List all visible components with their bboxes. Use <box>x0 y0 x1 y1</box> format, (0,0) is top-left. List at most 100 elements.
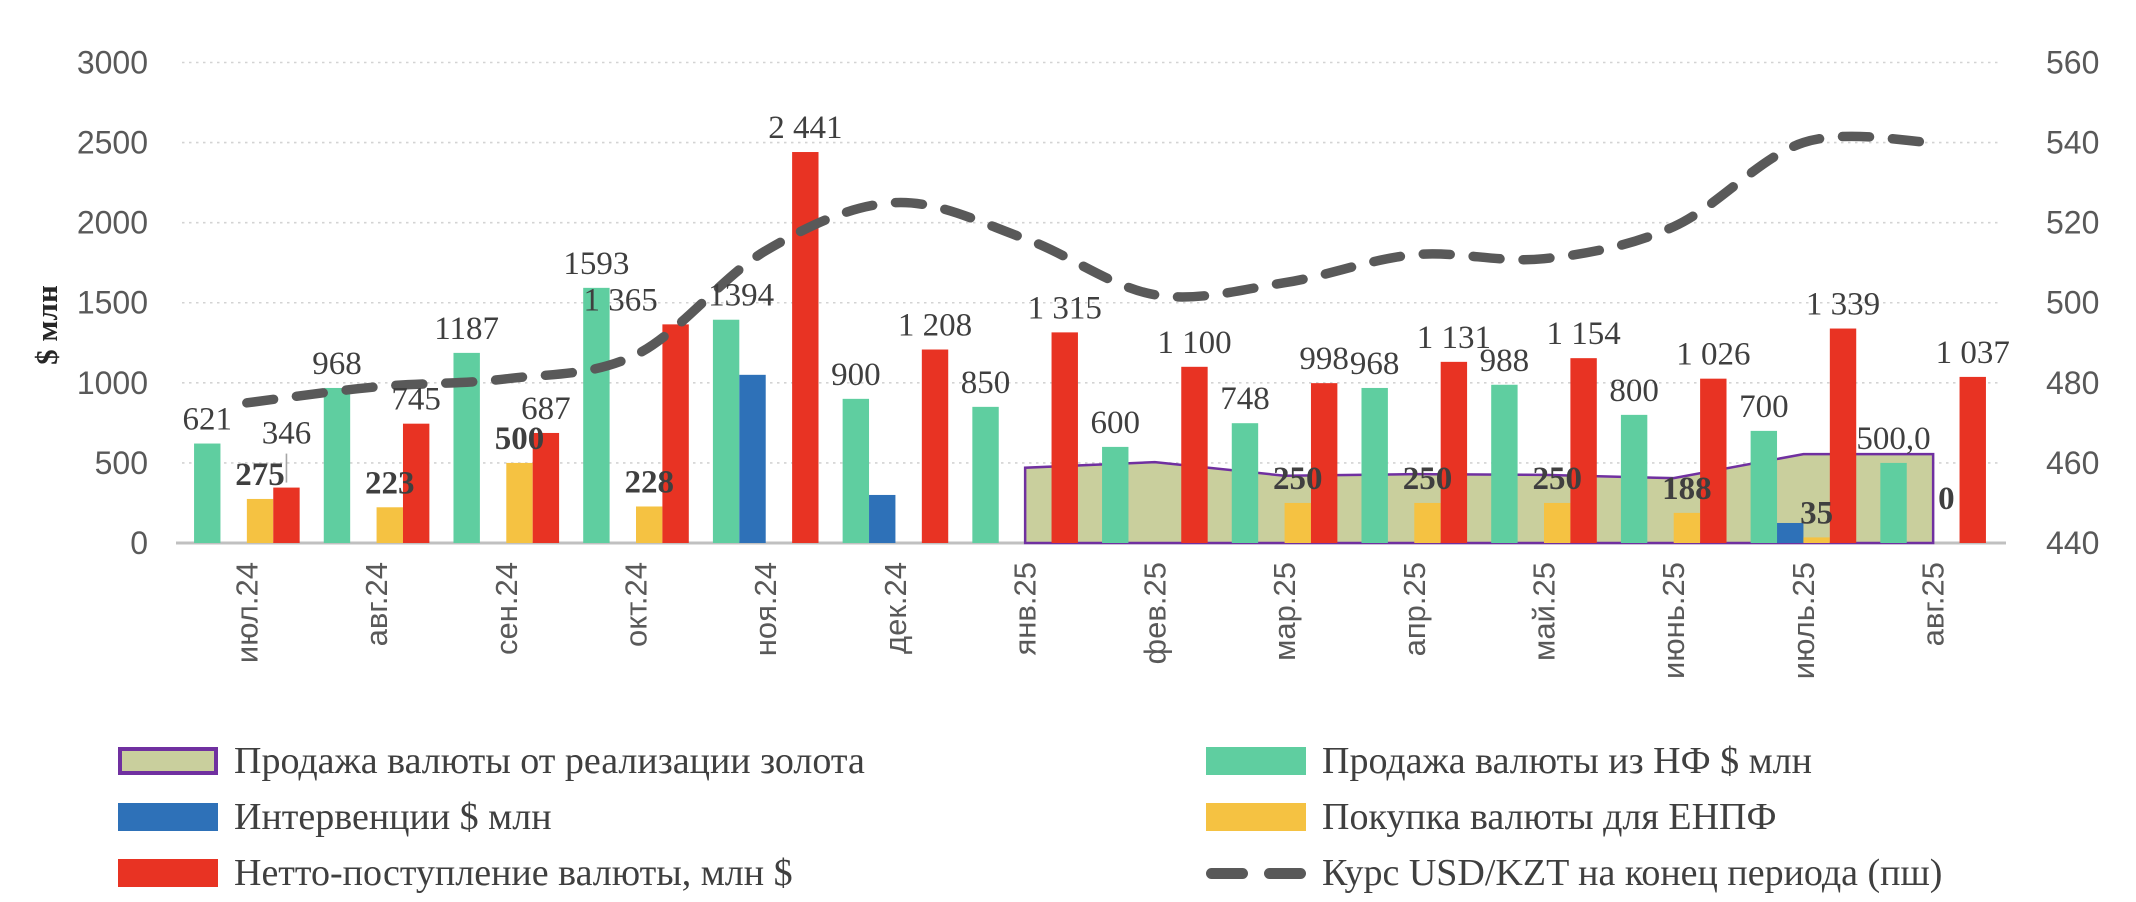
bar-enpf-апр.25 <box>1414 502 1441 543</box>
data-label-net_inflow-ноя.24: 2 441 <box>768 110 842 146</box>
bar-net_inflow-сен.24 <box>532 432 560 543</box>
bar-enpf-авг.24 <box>376 507 403 543</box>
gold-area-swatch <box>118 747 218 775</box>
bar-interventions-июль.25 <box>1777 522 1804 543</box>
bar-nf_sales-окт.24 <box>583 287 610 543</box>
x-axis-tick-май.25: май.25 <box>1527 562 1562 661</box>
bar-nf_sales-мар.25 <box>1231 423 1259 543</box>
data-label-nf_sales-июл.24: 621 <box>183 402 233 438</box>
data-label-net_inflow-июнь.25: 1 026 <box>1676 337 1750 373</box>
bar-nf_sales-фев.25 <box>1102 446 1129 543</box>
data-label-net_inflow-авг.25: 1 037 <box>1936 335 2010 371</box>
data-label-enpf-окт.24: 228 <box>624 464 674 500</box>
chart-legend: Продажа валюты от реализации золота Прод… <box>118 733 2058 901</box>
data-label-net_inflow-янв.25: 1 315 <box>1028 290 1102 326</box>
bar-net_inflow-май.25 <box>1570 358 1597 543</box>
legend-item-interventions: Интервенции $ млн <box>118 795 1206 839</box>
data-label-net_inflow-авг.24: 745 <box>391 382 441 418</box>
bar-net_inflow-июль.25 <box>1829 328 1857 543</box>
bar-net_inflow-авг.24 <box>402 423 430 543</box>
data-label-nf_sales-фев.25: 600 <box>1091 405 1141 441</box>
x-axis-tick-апр.25: апр.25 <box>1397 562 1432 656</box>
net-inflow-swatch <box>118 859 218 887</box>
bar-net_inflow-июнь.25 <box>1700 378 1727 543</box>
bar-nf_sales-июл.24 <box>194 443 221 543</box>
legend-item-usdkzt: Курс USD/KZT на конец периода (пш) <box>1206 851 2058 895</box>
right-axis-tick: 500 <box>2046 285 2099 321</box>
data-label-net_inflow-фев.25: 1 100 <box>1157 325 1231 361</box>
data-label-enpf-авг.25: 0 <box>1938 481 1955 517</box>
bar-net_inflow-янв.25 <box>1051 332 1078 543</box>
data-label-nf_sales-авг.25: 500,0 <box>1856 421 1930 457</box>
bar-nf_sales-июнь.25 <box>1620 414 1648 543</box>
bar-enpf-окт.24 <box>636 506 663 543</box>
left-axis-title: $ млн <box>29 285 64 365</box>
data-label-net_inflow-май.25: 1 154 <box>1546 316 1620 352</box>
data-label-nf_sales-дек.24: 900 <box>831 357 881 393</box>
data-label-nf_sales-авг.24: 968 <box>312 346 362 382</box>
x-axis-tick-дек.24: дек.24 <box>878 562 913 654</box>
bar-interventions-ноя.24 <box>739 374 766 543</box>
interventions-swatch <box>118 803 218 831</box>
data-label-enpf-сен.24: 500 <box>495 421 545 457</box>
data-label-nf_sales-июль.25: 700 <box>1739 389 1789 425</box>
data-label-nf_sales-апр.25: 968 <box>1350 346 1400 382</box>
bar-net_inflow-мар.25 <box>1310 383 1338 543</box>
data-label-nf_sales-окт.24: 1593 <box>563 246 629 282</box>
left-axis-tick: 1000 <box>77 365 148 401</box>
data-label-nf_sales-сен.24: 1187 <box>434 311 499 347</box>
data-label-enpf-мар.25: 250 <box>1273 461 1323 497</box>
left-axis-tick: 500 <box>95 445 148 481</box>
usdkzt-rate-line <box>242 131 1938 408</box>
right-axis-tick: 560 <box>2046 44 2099 80</box>
bar-nf_sales-янв.25 <box>972 406 999 543</box>
data-label-nf_sales-мар.25: 748 <box>1220 381 1270 417</box>
data-label-net_inflow-дек.24: 1 208 <box>898 308 972 344</box>
bar-net_inflow-июл.24 <box>273 487 300 543</box>
legend-dash <box>1264 867 1306 879</box>
bar-nf_sales-май.25 <box>1491 384 1518 543</box>
bar-nf_sales-ноя.24 <box>712 319 740 543</box>
legend-label: Покупка валюты для ЕНПФ <box>1322 796 1777 838</box>
bar-nf_sales-апр.25 <box>1361 387 1388 543</box>
data-label-net_inflow-апр.25: 1 131 <box>1417 320 1491 356</box>
x-axis-tick-авг.24: авг.24 <box>359 562 394 646</box>
left-axis-tick: 0 <box>130 525 148 561</box>
legend-item-gold-area: Продажа валюты от реализации золота <box>118 739 1206 783</box>
data-label-net_inflow-июл.24: 346 <box>262 416 312 452</box>
right-axis-tick: 520 <box>2046 205 2099 241</box>
data-label-enpf-апр.25: 250 <box>1403 461 1453 497</box>
data-label-nf_sales-ноя.24: 1394 <box>708 278 774 314</box>
bar-net_inflow-апр.25 <box>1440 361 1468 543</box>
data-label-net_inflow-июль.25: 1 339 <box>1806 287 1880 323</box>
right-axis-tick: 460 <box>2046 445 2099 481</box>
legend-item-nf-sales: Продажа валюты из НФ $ млн <box>1206 739 2058 783</box>
bar-net_inflow-авг.25 <box>1959 376 1986 543</box>
data-label-nf_sales-янв.25: 850 <box>961 365 1011 401</box>
legend-label: Интервенции $ млн <box>234 796 552 838</box>
bar-interventions-дек.24 <box>869 494 896 543</box>
data-label-net_inflow-мар.25: 998 <box>1299 341 1349 377</box>
x-axis-tick-июл.24: июл.24 <box>229 562 264 663</box>
legend-label: Нетто-поступление валюты, млн $ <box>234 852 793 894</box>
bar-enpf-июль.25 <box>1803 537 1830 543</box>
data-label-nf_sales-май.25: 988 <box>1480 343 1530 379</box>
bar-nf_sales-авг.24 <box>323 387 351 543</box>
data-label-enpf-июнь.25: 188 <box>1662 471 1712 507</box>
bar-nf_sales-дек.24 <box>842 398 870 543</box>
bar-enpf-июл.24 <box>246 498 274 543</box>
left-axis-tick: 2500 <box>77 125 148 161</box>
legend-dash <box>1206 867 1248 879</box>
right-axis-tick: 440 <box>2046 525 2099 561</box>
legend-item-net-inflow: Нетто-поступление валюты, млн $ <box>118 851 1206 895</box>
x-axis-tick-янв.25: янв.25 <box>1008 562 1043 655</box>
bar-nf_sales-авг.25 <box>1880 462 1907 543</box>
data-label-enpf-май.25: 250 <box>1532 461 1582 497</box>
legend-label: Курс USD/KZT на конец периода (пш) <box>1322 852 1943 894</box>
bar-net_inflow-окт.24 <box>662 324 689 543</box>
left-axis-tick: 1500 <box>77 285 148 321</box>
nf-sales-swatch <box>1206 747 1306 775</box>
x-axis-tick-окт.24: окт.24 <box>619 562 654 647</box>
